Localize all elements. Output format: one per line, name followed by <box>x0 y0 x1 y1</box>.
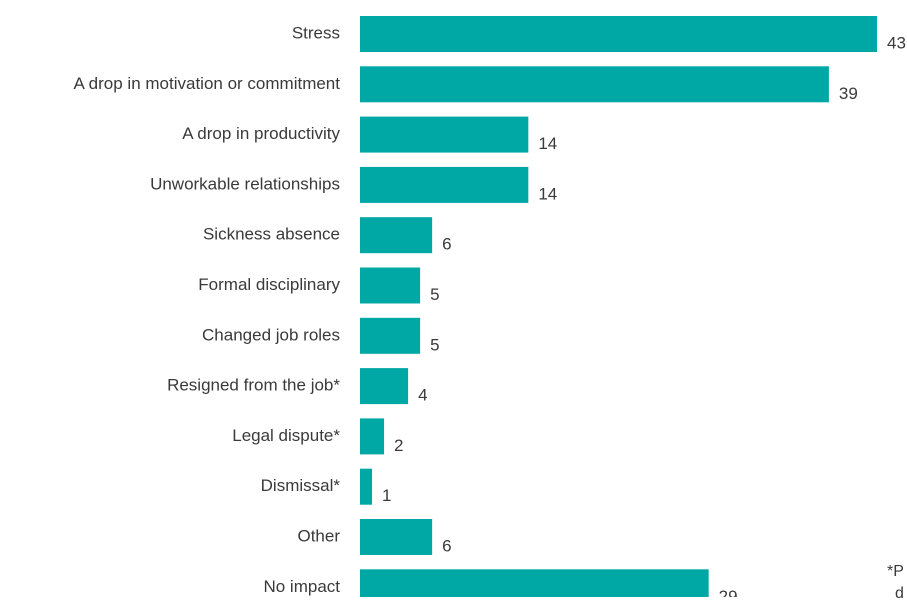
value-label-changed-job-roles: 5 <box>430 335 439 354</box>
footnote-line-2: d <box>895 585 904 602</box>
value-label-formal-disciplinary: 5 <box>430 285 439 304</box>
value-labels: 43 39 14 14 6 5 5 4 2 1 6 29 <box>382 33 906 597</box>
value-label-sickness-absence: 6 <box>442 235 451 254</box>
bar-other <box>360 519 433 555</box>
bar-formal-disciplinary <box>360 267 421 304</box>
bar-legal-dispute <box>360 418 385 455</box>
value-label-unworkable-relationships: 14 <box>538 184 557 203</box>
value-label-other: 6 <box>442 536 451 555</box>
bar-resigned-from-the-job <box>360 368 409 405</box>
value-label-a-drop-in-productivity: 14 <box>538 134 557 153</box>
category-label-a-drop-in-productivity: A drop in productivity <box>182 124 340 143</box>
footnote-line-1: *P <box>887 563 904 580</box>
category-label-a-drop-in-motivation-or-commitment: A drop in motivation or commitment <box>74 74 341 93</box>
bar-sickness-absence <box>360 217 433 254</box>
value-label-no-impact: 29 <box>719 587 738 597</box>
value-label-dismissal: 1 <box>382 486 391 505</box>
category-label-dismissal: Dismissal* <box>261 476 341 495</box>
category-label-legal-dispute: Legal dispute* <box>232 426 340 445</box>
category-labels: Stress A drop in motivation or commitment… <box>74 23 341 595</box>
bar-dismissal <box>360 468 373 505</box>
category-label-no-impact: No impact <box>263 577 340 596</box>
category-label-sickness-absence: Sickness absence <box>203 225 340 244</box>
bar-no-impact <box>360 569 709 597</box>
category-label-formal-disciplinary: Formal disciplinary <box>198 275 340 294</box>
value-label-stress: 43 <box>887 33 906 52</box>
bar-a-drop-in-productivity <box>360 116 529 153</box>
value-label-a-drop-in-motivation-or-commitment: 39 <box>839 84 858 103</box>
category-label-unworkable-relationships: Unworkable relationships <box>150 174 340 193</box>
bar-a-drop-in-motivation-or-commitment <box>360 66 829 103</box>
category-label-resigned-from-the-job: Resigned from the job* <box>167 376 340 395</box>
footnote: *P d <box>887 561 904 605</box>
category-label-changed-job-roles: Changed job roles <box>202 325 340 344</box>
category-label-other: Other <box>297 526 340 545</box>
category-label-stress: Stress <box>292 23 340 42</box>
bar-unworkable-relationships <box>360 166 529 203</box>
value-label-resigned-from-the-job: 4 <box>418 386 427 405</box>
bar-stress <box>360 16 877 52</box>
bar-changed-job-roles <box>360 317 421 354</box>
bars <box>360 16 877 597</box>
value-label-legal-dispute: 2 <box>394 436 403 455</box>
